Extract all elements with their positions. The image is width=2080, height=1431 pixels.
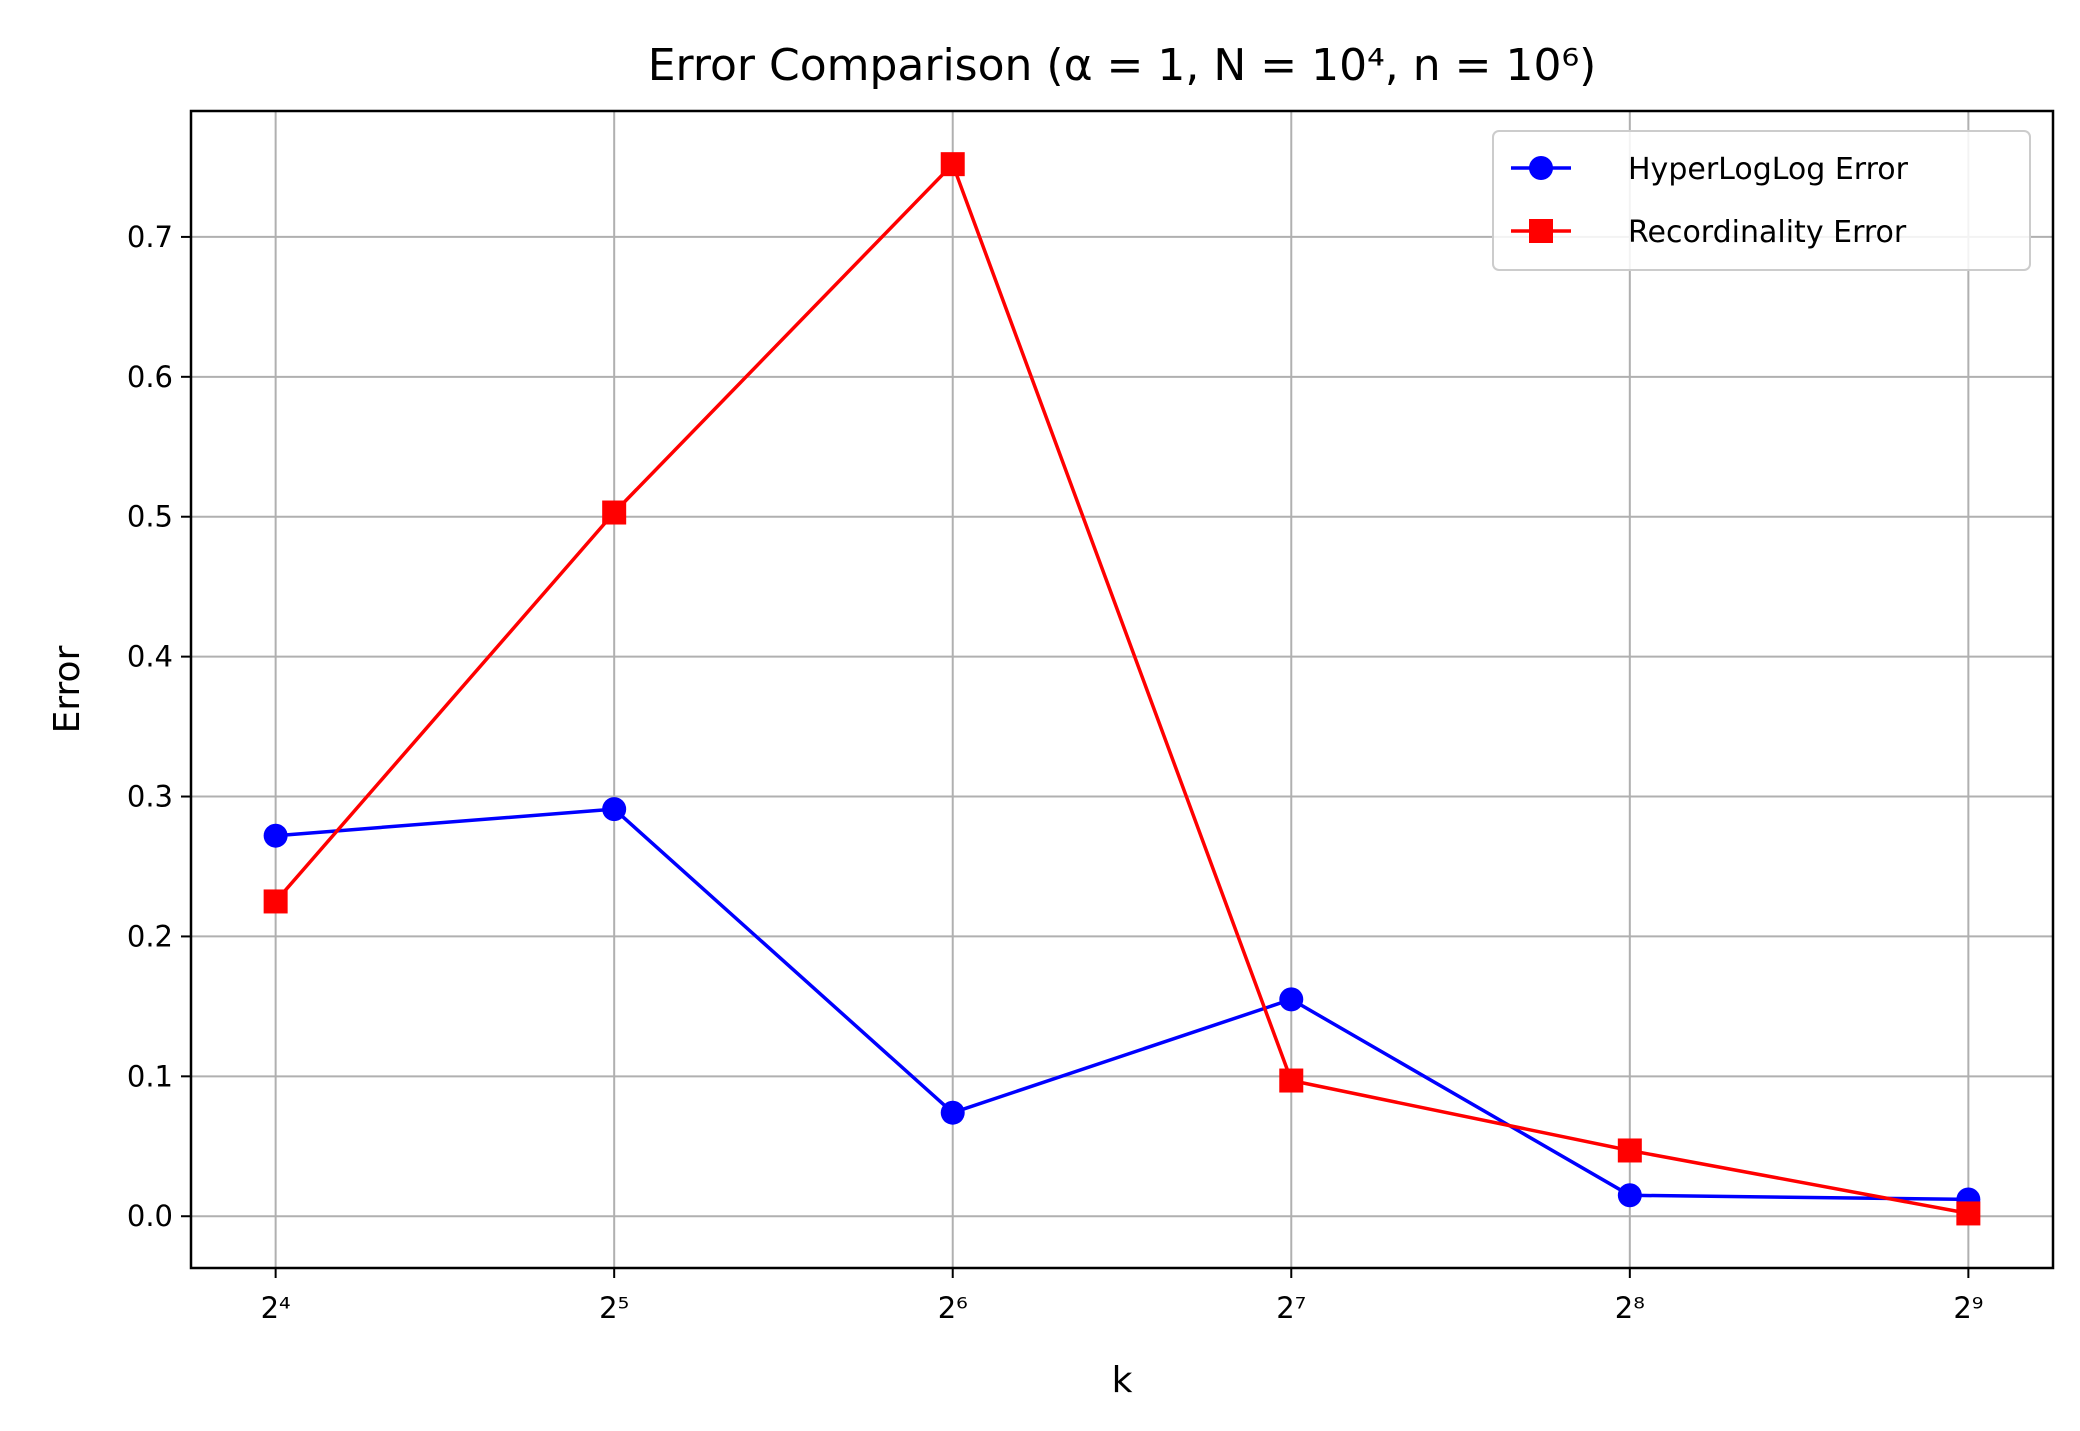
legend: HyperLogLog Error Recordinality Error <box>1492 130 2031 271</box>
y-tick-label: 0.4 <box>127 640 173 674</box>
series-line <box>275 807 1969 1202</box>
y-tick-label: 0.2 <box>127 919 173 953</box>
data-point <box>263 823 288 848</box>
y-tick-label: 0.3 <box>127 780 173 814</box>
y-tick-label: 0.6 <box>127 360 173 394</box>
data-point <box>1617 1183 1642 1208</box>
data-point <box>1956 1201 1981 1226</box>
y-tick-label: 0.7 <box>127 220 173 254</box>
data-point <box>1279 987 1304 1012</box>
y-tick-label: 0.1 <box>127 1059 173 1093</box>
x-axis: 2⁴ 2⁵ 2⁶ 2⁷ 2⁸ 2⁹ <box>261 1268 1983 1325</box>
data-point <box>940 1100 965 1125</box>
legend-label: Recordinality Error <box>1628 215 1907 250</box>
y-axis: 0.0 0.1 0.2 0.3 0.4 0.5 0.6 0.7 <box>127 220 191 1233</box>
legend-label: HyperLogLog Error <box>1628 152 1909 187</box>
legend-item: Recordinality Error <box>1511 215 1907 250</box>
legend-item: HyperLogLog Error <box>1511 152 1909 187</box>
x-tick-label: 2⁵ <box>599 1291 629 1325</box>
plot-frame <box>189 109 2055 1270</box>
chart-title: Error Comparison (α = 1, N = 10⁴, n = 10… <box>648 40 1597 91</box>
x-tick-label: 2⁸ <box>1615 1291 1645 1325</box>
series-line <box>274 162 1969 1216</box>
data-point <box>1617 1138 1642 1163</box>
data-point <box>940 152 965 177</box>
x-tick-label: 2⁴ <box>261 1291 291 1325</box>
data-point <box>602 500 627 525</box>
legend-marker <box>1529 219 1553 243</box>
data-point <box>602 797 627 822</box>
series-layer <box>263 152 1981 1226</box>
y-axis-title: Error <box>47 645 88 733</box>
x-tick-label: 2⁶ <box>938 1291 968 1325</box>
legend-box <box>1492 130 2031 271</box>
x-tick-label: 2⁷ <box>1276 1291 1306 1325</box>
grid <box>191 111 2053 1268</box>
legend-marker <box>1529 156 1553 180</box>
data-point <box>1279 1068 1304 1093</box>
series-2 <box>263 152 1981 1226</box>
y-tick-label: 0.0 <box>127 1199 173 1233</box>
x-axis-title: k <box>1112 1360 1133 1401</box>
y-tick-label: 0.5 <box>127 500 173 534</box>
series-1 <box>263 797 1981 1212</box>
x-tick-label: 2⁹ <box>1953 1291 1983 1325</box>
data-point <box>263 889 288 914</box>
